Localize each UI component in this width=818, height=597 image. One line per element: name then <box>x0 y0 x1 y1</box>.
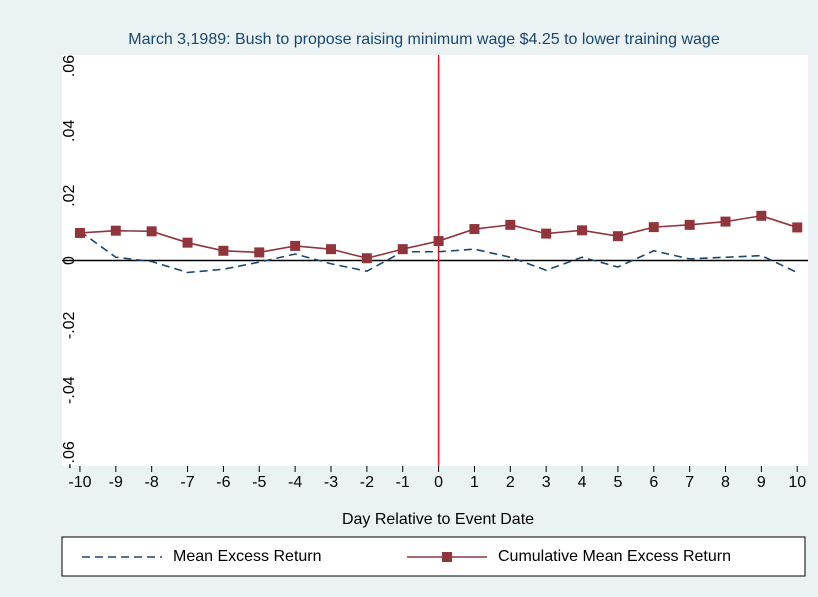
series-line <box>79 230 798 274</box>
series-marker <box>541 228 552 239</box>
series-marker <box>505 219 516 230</box>
series-marker <box>433 236 444 247</box>
series-marker <box>756 210 767 221</box>
series-marker <box>182 237 193 248</box>
y-tick-label: .04 <box>61 120 78 142</box>
x-tick-label: 2 <box>506 474 515 491</box>
y-tick-label: -.04 <box>61 376 78 404</box>
series-marker <box>254 247 265 258</box>
x-tick-label: -6 <box>216 474 230 491</box>
series-marker <box>612 231 623 242</box>
x-axis-label: Day Relative to Event Date <box>342 511 534 528</box>
y-tick-label: -.06 <box>61 441 78 469</box>
series-marker <box>74 227 85 238</box>
series-marker <box>648 222 659 233</box>
x-tick-label: -9 <box>109 474 123 491</box>
x-tick-label: -10 <box>68 474 91 491</box>
x-tick-label: -7 <box>180 474 194 491</box>
series-marker <box>469 224 480 235</box>
series-marker <box>720 216 731 227</box>
series-marker <box>577 225 588 236</box>
series-marker <box>218 245 229 256</box>
x-tick-label: 3 <box>542 474 551 491</box>
y-tick-label: -.02 <box>61 311 78 339</box>
series-marker <box>361 253 372 264</box>
x-tick-label: 7 <box>685 474 694 491</box>
series-marker <box>684 219 695 230</box>
x-tick-label: 10 <box>788 474 806 491</box>
x-tick-label: -8 <box>145 474 159 491</box>
x-tick-label: -4 <box>288 474 302 491</box>
series-marker <box>290 240 301 251</box>
x-tick-label: 4 <box>578 474 587 491</box>
chart-title: March 3,1989: Bush to propose raising mi… <box>128 31 720 48</box>
x-tick-label: 0 <box>434 474 443 491</box>
y-tick-label: .02 <box>61 184 78 206</box>
series-marker <box>792 222 803 233</box>
x-tick-label: -3 <box>324 474 338 491</box>
legend-marker <box>442 552 452 562</box>
x-tick-label: 5 <box>613 474 622 491</box>
y-tick-label: .06 <box>61 55 78 77</box>
legend-label: Mean Excess Return <box>173 548 322 565</box>
legend-box <box>61 536 806 577</box>
x-tick-label: 6 <box>649 474 658 491</box>
legend-label: Cumulative Mean Excess Return <box>498 548 731 565</box>
series-marker <box>146 226 157 237</box>
x-tick-label: -1 <box>396 474 410 491</box>
series-marker <box>110 225 121 236</box>
series-marker <box>397 244 408 255</box>
series-marker <box>325 244 336 255</box>
x-tick-label: -5 <box>252 474 266 491</box>
x-tick-label: 8 <box>721 474 730 491</box>
x-tick-label: -2 <box>360 474 374 491</box>
x-tick-label: 1 <box>470 474 479 491</box>
x-tick-label: 9 <box>757 474 766 491</box>
